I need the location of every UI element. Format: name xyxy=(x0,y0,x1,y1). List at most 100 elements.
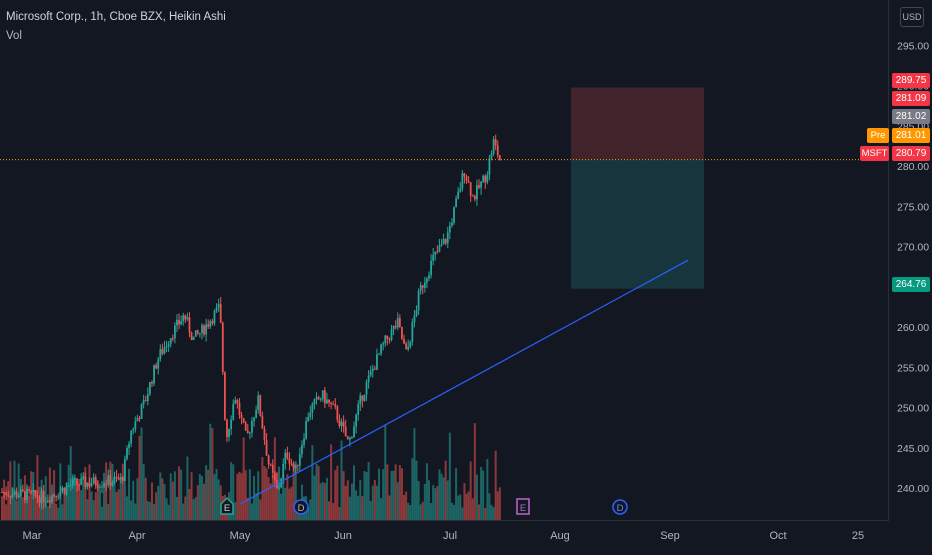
dividend-marker[interactable]: D xyxy=(293,499,309,515)
volume-bar xyxy=(190,472,193,520)
candle-body xyxy=(111,482,114,486)
volume-bar xyxy=(115,491,118,520)
volume-bar xyxy=(440,473,443,520)
candle-body xyxy=(128,443,130,448)
volume-bar xyxy=(334,470,337,520)
candle-body xyxy=(386,335,389,339)
volume-bar xyxy=(182,503,185,520)
candle-body xyxy=(167,344,170,347)
volume-bar xyxy=(313,475,316,520)
currency-button[interactable]: USD xyxy=(900,7,924,27)
volume-bar xyxy=(194,497,197,520)
volume-bar xyxy=(473,423,476,520)
volume-bar xyxy=(344,485,347,520)
candle-body xyxy=(405,343,408,350)
volume-bar xyxy=(357,495,360,520)
volume-bar xyxy=(88,464,91,520)
volume-bar xyxy=(325,477,328,520)
volume-bar xyxy=(203,483,206,520)
take-profit-zone[interactable] xyxy=(571,159,704,289)
candle-body xyxy=(157,359,160,369)
candle-body xyxy=(467,180,470,183)
volume-bar xyxy=(417,481,420,520)
candle-body xyxy=(369,371,372,376)
high-price-tag: 281.09 xyxy=(892,91,930,106)
volume-bar xyxy=(478,504,481,520)
volume-label[interactable]: Vol xyxy=(6,30,22,42)
volume-bar xyxy=(365,472,368,520)
volume-bar xyxy=(394,464,397,520)
candle-body xyxy=(373,368,376,370)
candle-body xyxy=(388,338,391,340)
volume-bar xyxy=(186,456,189,520)
dividend-marker[interactable]: D xyxy=(612,499,628,515)
volume-bar xyxy=(180,469,183,520)
volume-bar xyxy=(269,483,272,520)
volume-bar xyxy=(119,478,122,520)
volume-bar xyxy=(123,486,126,520)
candle-body xyxy=(282,463,285,479)
volume-bar xyxy=(138,435,141,520)
earnings-marker[interactable]: E xyxy=(516,498,530,515)
volume-bar xyxy=(390,470,393,520)
symbol-title[interactable]: Microsoft Corp., 1h, Cboe BZX, Heikin As… xyxy=(6,11,226,23)
candle-body xyxy=(211,321,214,324)
price-tick-label: 240.00 xyxy=(897,483,929,495)
candle-body xyxy=(255,409,258,418)
candle-body xyxy=(463,173,466,177)
candle-body xyxy=(151,382,153,384)
volume-bar xyxy=(200,476,203,520)
volume-bar xyxy=(161,478,164,520)
chart-legend[interactable]: Microsoft Corp., 1h, Cboe BZX, Heikin As… xyxy=(6,8,226,46)
candle-body xyxy=(163,347,166,354)
candle-body xyxy=(259,395,262,416)
candle-body xyxy=(228,429,230,438)
volume-bar xyxy=(490,504,493,520)
candle-body xyxy=(305,420,308,439)
volume-bar xyxy=(403,494,406,520)
volume-bar xyxy=(100,506,103,520)
stop-loss-zone[interactable] xyxy=(571,87,704,160)
volume-bar xyxy=(28,495,31,520)
volume-bar xyxy=(396,482,399,520)
volume-bar xyxy=(128,468,131,520)
candle-body xyxy=(184,315,187,320)
time-axis-divider xyxy=(0,520,889,521)
candle-body xyxy=(267,455,270,465)
volume-bar xyxy=(150,482,153,520)
candle-body xyxy=(407,346,410,350)
volume-bar xyxy=(471,498,474,520)
volume-bar xyxy=(55,503,58,520)
candle-body xyxy=(82,476,85,479)
earnings-marker[interactable]: E xyxy=(220,496,234,515)
candle-body xyxy=(351,437,353,439)
candle-body xyxy=(334,404,337,407)
candle-body xyxy=(176,319,178,326)
candle-body xyxy=(286,452,289,458)
candle-body xyxy=(140,404,143,419)
candle-body xyxy=(340,421,343,427)
candle-body xyxy=(246,430,249,433)
price-tick-label: 270.00 xyxy=(897,242,929,254)
volume-bar xyxy=(438,469,441,520)
candle-body xyxy=(57,496,60,498)
candle-body xyxy=(403,338,405,344)
candle-body xyxy=(53,494,55,496)
volume-bar xyxy=(65,482,68,520)
candle-body xyxy=(169,338,172,345)
candle-body xyxy=(440,244,443,246)
volume-bar xyxy=(248,469,251,520)
volume-bar xyxy=(265,468,268,520)
volume-bar xyxy=(121,463,124,520)
volume-bar xyxy=(130,500,133,520)
volume-bar xyxy=(475,474,478,520)
volume-bar xyxy=(153,504,156,520)
volume-bar xyxy=(428,480,431,520)
candle-body xyxy=(442,239,445,245)
candle-body xyxy=(261,415,264,429)
volume-bar xyxy=(280,493,283,520)
price-tick-label: 275.00 xyxy=(897,201,929,213)
trend-line[interactable] xyxy=(239,259,689,505)
